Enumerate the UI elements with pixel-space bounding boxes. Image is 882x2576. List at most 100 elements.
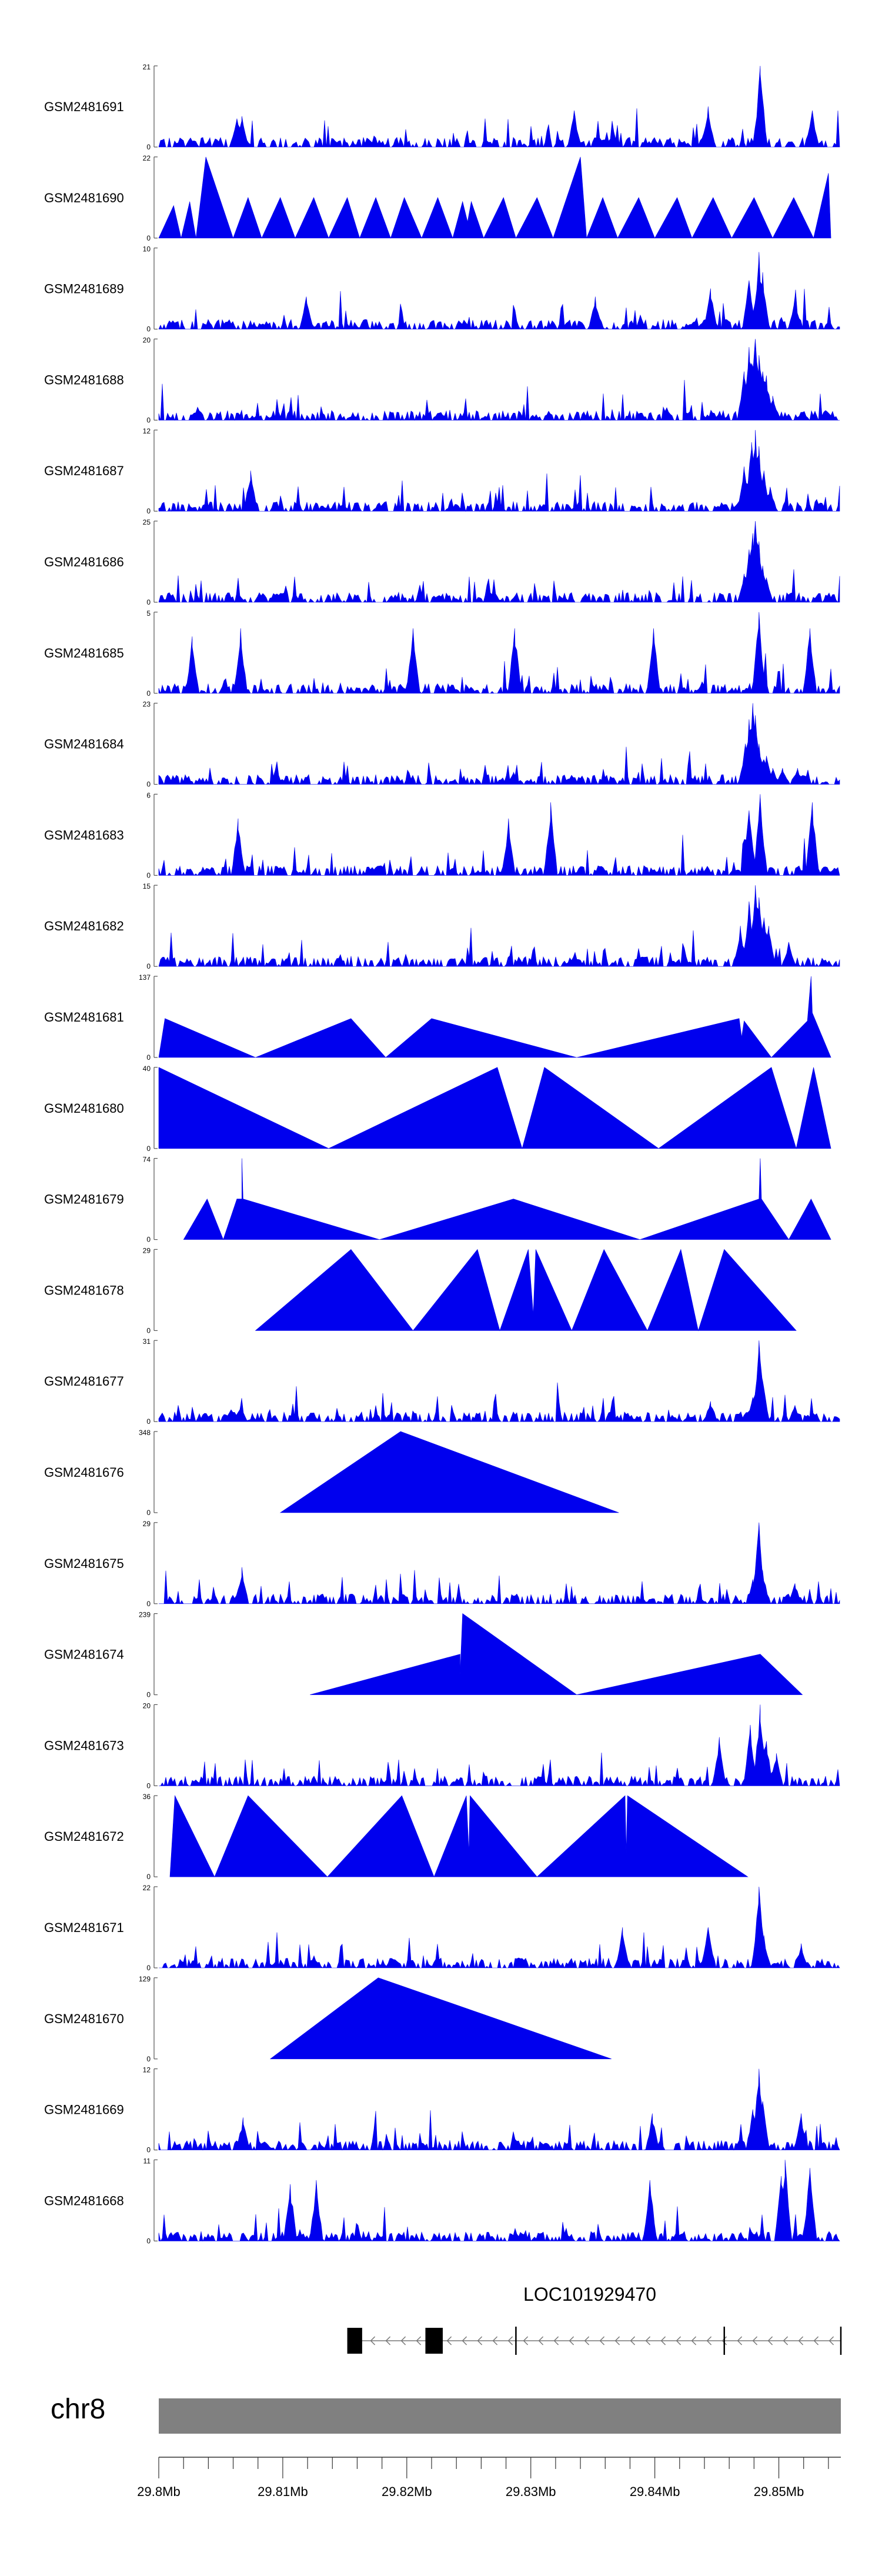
gene-model — [347, 2327, 842, 2355]
track-label: GSM2481691 — [44, 99, 124, 114]
y-tick-zero-label: 0 — [146, 1781, 151, 1790]
coverage-area — [159, 1522, 840, 1604]
y-tick-max-label: 21 — [143, 63, 151, 71]
coverage-area — [183, 1158, 831, 1240]
y-tick-max-label: 137 — [139, 973, 151, 982]
y-tick-zero-label: 0 — [146, 1417, 151, 1426]
coverage-area — [158, 1340, 840, 1423]
y-tick-max-label: 15 — [143, 882, 151, 890]
track-GSM2481673: GSM2481673 20 0 — [44, 1701, 840, 1790]
coverage-area — [279, 1431, 619, 1513]
y-tick-max-label: 36 — [143, 1793, 151, 1801]
y-tick-zero-label: 0 — [146, 143, 151, 151]
strand-arrow — [507, 2336, 513, 2345]
strand-arrow — [614, 2336, 620, 2345]
strand-arrow — [721, 2336, 727, 2345]
strand-arrow — [385, 2336, 391, 2345]
y-tick-max-label: 22 — [143, 154, 151, 162]
x-tick-label: 29.8Mb — [137, 2484, 180, 2499]
track-label: GSM2481670 — [44, 2011, 124, 2026]
track-label: GSM2481681 — [44, 1010, 124, 1025]
track-label: GSM2481677 — [44, 1374, 124, 1389]
y-tick-max-label: 12 — [143, 2066, 151, 2074]
track-label: GSM2481687 — [44, 463, 124, 478]
y-tick-max-label: 23 — [143, 700, 151, 709]
track-GSM2481687: GSM2481687 12 0 — [44, 427, 840, 515]
y-tick-zero-label: 0 — [146, 1144, 151, 1153]
strand-arrow — [660, 2336, 666, 2345]
y-tick-max-label: 25 — [143, 518, 151, 526]
strand-arrow — [813, 2336, 819, 2345]
y-tick-max-label: 239 — [139, 1611, 151, 1619]
x-tick-label: 29.85Mb — [754, 2484, 804, 2499]
gene-exon — [347, 2328, 362, 2354]
track-GSM2481679: GSM2481679 74 0 — [44, 1156, 831, 1244]
track-GSM2481670: GSM2481670 129 0 — [44, 1975, 612, 2063]
track-GSM2481671: GSM2481671 22 0 — [44, 1884, 840, 1972]
gene-exon — [425, 2328, 443, 2354]
track-label: GSM2481675 — [44, 1556, 124, 1571]
y-tick-max-label: 5 — [146, 609, 151, 618]
x-tick-label: 29.83Mb — [506, 2484, 556, 2499]
chromosome-ideogram-bar — [159, 2398, 841, 2434]
track-GSM2481682: GSM2481682 15 0 — [44, 882, 840, 970]
y-tick-zero-label: 0 — [146, 325, 151, 333]
x-axis-ticks: 29.8Mb 29.81Mb 29.82Mb 29.83Mb 29.84Mb 29.85M… — [137, 2457, 829, 2499]
track-GSM2481686: GSM2481686 25 0 — [44, 518, 840, 606]
strand-arrow — [538, 2336, 544, 2345]
track-GSM2481672: GSM2481672 36 0 — [44, 1793, 749, 1881]
track-label: GSM2481682 — [44, 919, 124, 933]
track-label: GSM2481685 — [44, 646, 124, 660]
track-label: GSM2481676 — [44, 1465, 124, 1480]
y-tick-max-label: 29 — [143, 1520, 151, 1528]
y-tick-zero-label: 0 — [146, 1509, 151, 1517]
y-tick-zero-label: 0 — [146, 962, 151, 970]
track-label: GSM2481668 — [44, 2193, 124, 2208]
track-GSM2481681: GSM2481681 137 0 — [44, 973, 831, 1062]
coverage-area — [158, 976, 831, 1058]
coverage-area — [310, 1613, 803, 1695]
y-tick-zero-label: 0 — [146, 1964, 151, 1972]
y-tick-zero-label: 0 — [146, 416, 151, 424]
y-tick-zero-label: 0 — [146, 2055, 151, 2063]
x-tick-label: 29.81Mb — [258, 2484, 308, 2499]
track-label: GSM2481689 — [44, 282, 124, 296]
strand-arrow — [400, 2336, 406, 2345]
track-label: GSM2481669 — [44, 2103, 124, 2117]
track-GSM2481668: GSM2481668 11 0 — [44, 2157, 840, 2245]
track-GSM2481688: GSM2481688 20 0 — [44, 336, 840, 424]
strand-arrow — [553, 2336, 559, 2345]
coverage-area — [159, 1704, 840, 1787]
track-label: GSM2481688 — [44, 372, 124, 387]
strand-arrow — [462, 2336, 467, 2345]
y-tick-max-label: 129 — [139, 1975, 151, 1983]
gene-annotation-panel: LOC101929470 — [347, 2284, 842, 2355]
y-tick-max-label: 10 — [143, 245, 151, 253]
y-tick-zero-label: 0 — [146, 2237, 151, 2245]
track-label: GSM2481683 — [44, 827, 124, 842]
strand-arrow — [645, 2336, 651, 2345]
y-tick-zero-label: 0 — [146, 234, 151, 242]
track-label: GSM2481678 — [44, 1283, 124, 1297]
y-tick-max-label: 11 — [143, 2157, 151, 2165]
strand-arrow — [416, 2336, 422, 2345]
track-GSM2481674: GSM2481674 239 0 — [44, 1611, 803, 1699]
track-GSM2481677: GSM2481677 31 0 — [44, 1337, 840, 1426]
coverage-area — [158, 252, 840, 330]
y-tick-max-label: 20 — [143, 1701, 151, 1710]
y-tick-max-label: 29 — [143, 1246, 151, 1254]
track-label: GSM2481690 — [44, 191, 124, 205]
track-GSM2481689: GSM2481689 10 0 — [44, 245, 840, 333]
strand-arrow — [752, 2336, 758, 2345]
track-GSM2481690: GSM2481690 22 0 — [44, 154, 831, 242]
coverage-area — [158, 1067, 831, 1149]
coverage-tracks: GSM2481691210GSM2481690220GSM2481689100G… — [44, 63, 840, 2245]
track-GSM2481685: GSM2481685 5 0 — [44, 609, 840, 698]
y-tick-zero-label: 0 — [146, 1236, 151, 1244]
y-tick-zero-label: 0 — [146, 1691, 151, 1699]
y-tick-max-label: 348 — [139, 1429, 151, 1437]
coverage-area — [158, 703, 840, 785]
track-label: GSM2481679 — [44, 1192, 124, 1207]
coverage-area — [158, 794, 840, 876]
